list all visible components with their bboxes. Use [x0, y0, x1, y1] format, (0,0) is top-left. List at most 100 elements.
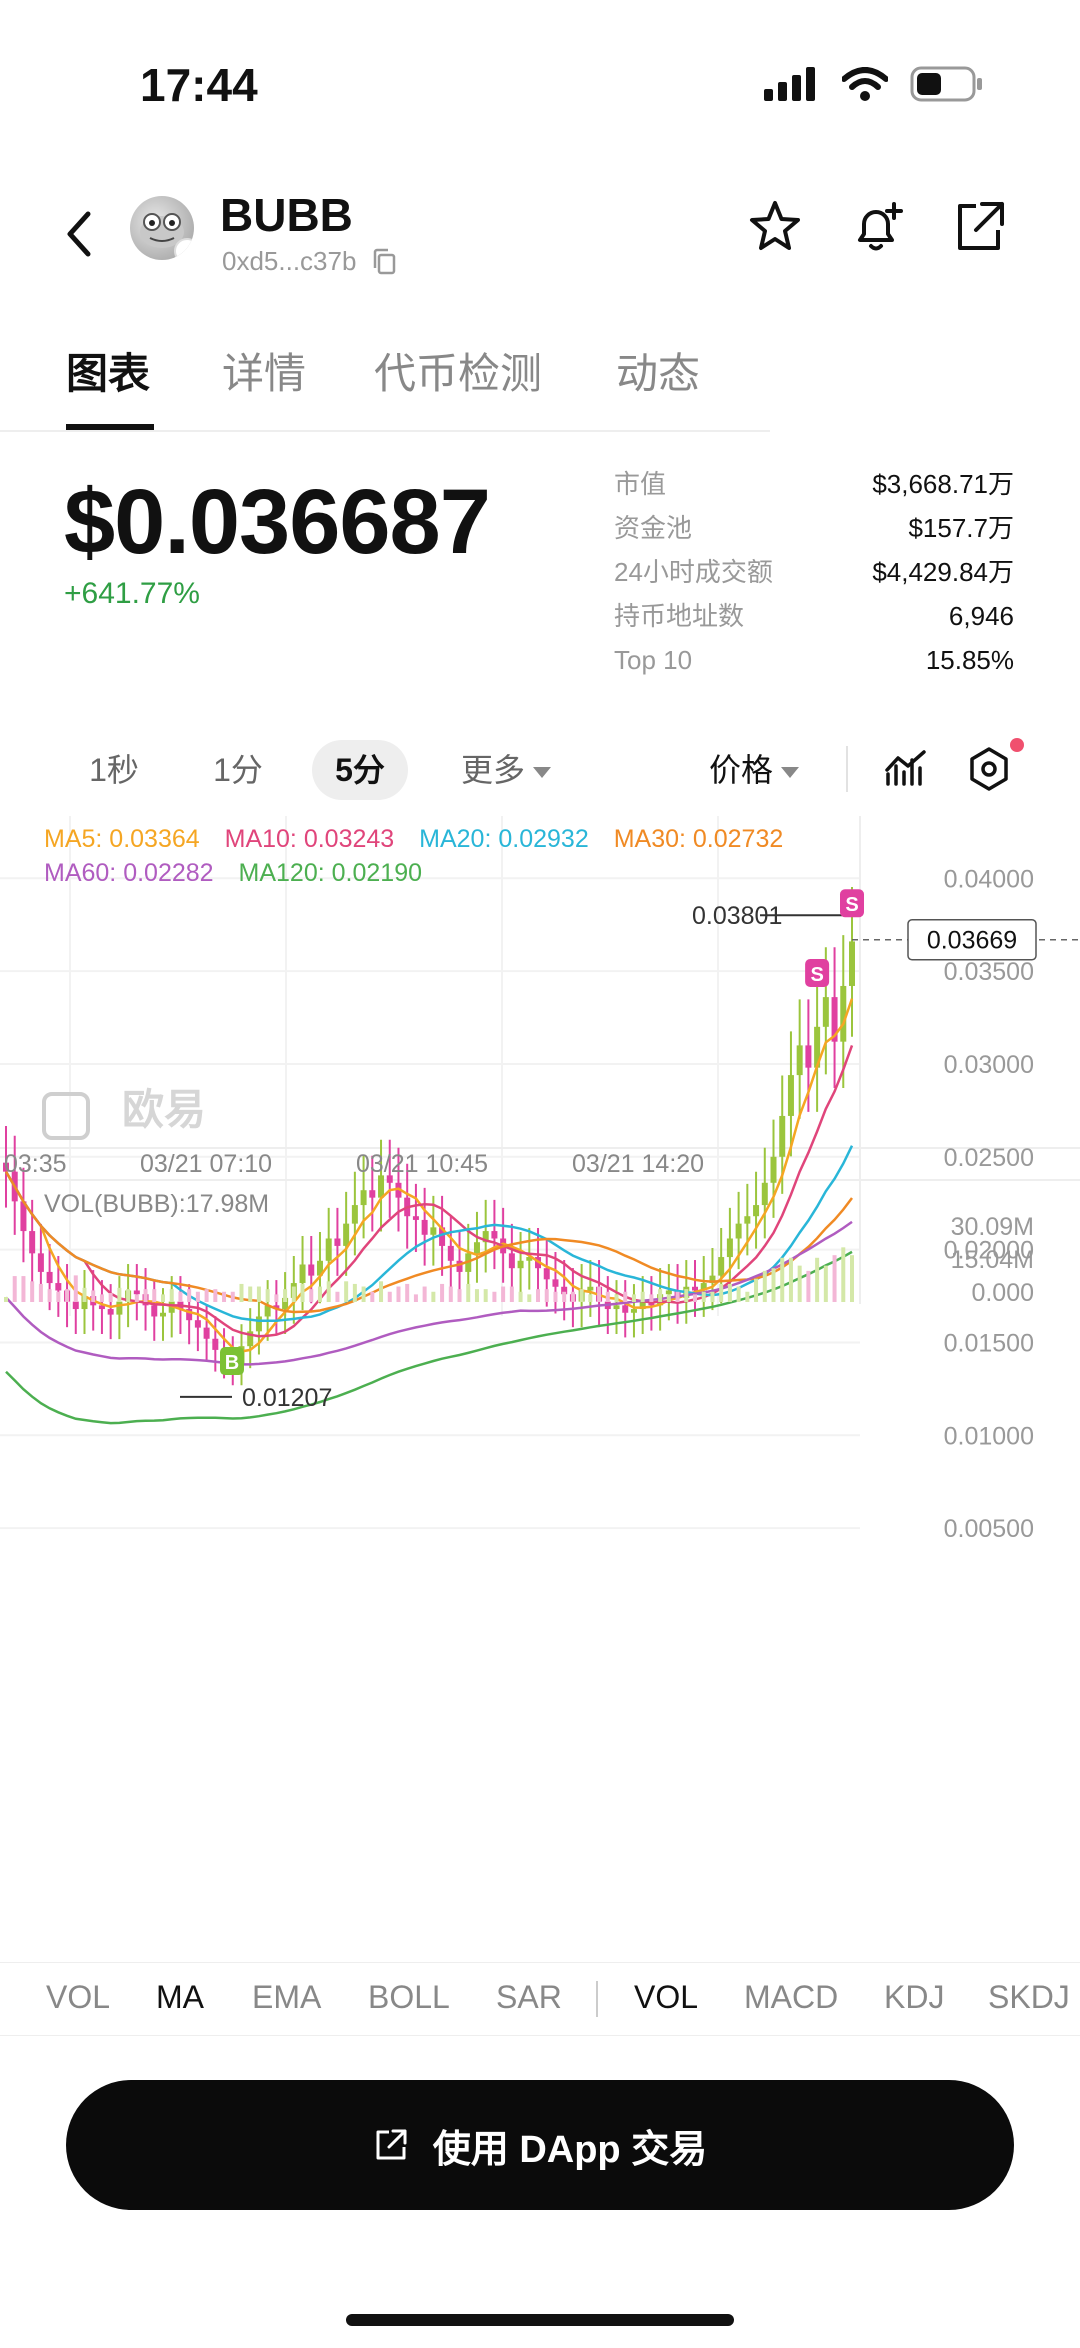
- tab-details[interactable]: 详情: [222, 350, 307, 397]
- stat-label: 市值: [614, 469, 667, 499]
- current-price-label: 0.03669: [927, 927, 1017, 955]
- volume-bar: [501, 1286, 506, 1302]
- volume-bar: [815, 1257, 820, 1302]
- candle-body: [779, 1115, 786, 1157]
- volume-bar: [605, 1291, 610, 1302]
- back-icon[interactable]: [56, 204, 104, 264]
- x-tick-label: 03/21 07:10: [140, 1150, 272, 1178]
- volume-bar: [483, 1289, 488, 1302]
- candlestick-chart-svg[interactable]: 欧易 0.04000 0.03500 0.03000 0.02500 0.02000 0.…: [0, 816, 1080, 1956]
- watermark-expand-icon: [42, 1092, 90, 1140]
- volume-bar: [588, 1294, 593, 1302]
- watermark-label: 欧易: [122, 1086, 206, 1133]
- candle-body: [709, 1275, 716, 1284]
- price-selector-label: 价格: [708, 752, 773, 788]
- copy-icon[interactable]: [372, 248, 398, 276]
- volume-bar: [727, 1283, 732, 1302]
- volume-bar: [832, 1255, 837, 1302]
- volume-bar: [422, 1286, 427, 1302]
- ma120-line: [5, 1250, 853, 1425]
- battery-icon: [910, 66, 982, 102]
- indicator-main-boll[interactable]: BOLL: [368, 1979, 450, 2015]
- volume-bar: [780, 1257, 785, 1302]
- price-chart[interactable]: 欧易 0.04000 0.03500 0.03000 0.02500 0.02000 0.…: [0, 816, 1080, 1956]
- stat-value: 15.85%: [925, 645, 1014, 675]
- volume-bar: [47, 1289, 52, 1302]
- indicator-sub-vol[interactable]: VOL: [634, 1979, 699, 2015]
- candle-body: [186, 1309, 193, 1321]
- volume-bar: [597, 1286, 602, 1302]
- candle-body: [194, 1320, 201, 1328]
- volume-bar: [73, 1275, 78, 1302]
- candle-body: [622, 1305, 629, 1313]
- price-selector[interactable]: 价格: [694, 740, 814, 800]
- ma20-legend: MA20: 0.02932: [419, 825, 589, 853]
- indicator-main-vol[interactable]: VOL: [46, 1979, 111, 2015]
- candle-body: [613, 1305, 620, 1310]
- tab-activity[interactable]: 动态: [616, 350, 701, 397]
- volume-bar: [536, 1289, 541, 1302]
- volume-bar: [666, 1294, 671, 1302]
- ma5-legend: MA5: 0.03364: [44, 825, 200, 853]
- interval-more[interactable]: 更多: [446, 740, 566, 800]
- interval-bar: 1秒 1分 5分 更多 价格: [0, 736, 1080, 806]
- indicator-main-ema[interactable]: EMA: [252, 1979, 322, 2015]
- settings-hexagon-icon[interactable]: [964, 744, 1014, 794]
- dapp-trade-button[interactable]: 使用 DApp 交易: [66, 2080, 1014, 2210]
- candle-body: [255, 1316, 262, 1332]
- high-price-label: 0.03801: [692, 902, 782, 930]
- interval-5m[interactable]: 5分: [312, 740, 408, 800]
- candle-body: [334, 1238, 341, 1246]
- volume-bar: [222, 1291, 227, 1302]
- candle-body: [439, 1227, 446, 1246]
- caret-down-icon: [533, 767, 551, 779]
- candle-body: [247, 1331, 254, 1347]
- volume-bar: [527, 1294, 532, 1302]
- volume-bar: [65, 1289, 70, 1302]
- volume-tick-label: 0.000: [971, 1279, 1034, 1307]
- indicator-main-sar[interactable]: SAR: [496, 1979, 562, 2015]
- interval-1m[interactable]: 1分: [213, 752, 263, 788]
- candle-body: [20, 1201, 27, 1232]
- y-tick-label: 0.03000: [944, 1051, 1034, 1079]
- volume-bar: [230, 1291, 235, 1302]
- status-icons: [764, 66, 984, 102]
- stat-value: $4,429.84万: [872, 557, 1014, 587]
- bell-plus-icon[interactable]: [848, 198, 906, 256]
- volume-bar: [178, 1291, 183, 1302]
- tab-token-check[interactable]: 代币检测: [374, 350, 543, 397]
- indicator-sub-skdj[interactable]: SKDJ: [988, 1979, 1070, 2015]
- volume-bar: [754, 1278, 759, 1302]
- indicator-main-ma[interactable]: MA: [156, 1979, 204, 2015]
- indicator-chart-icon[interactable]: [882, 744, 932, 794]
- volume-bar: [823, 1265, 828, 1302]
- candle-body: [55, 1283, 62, 1291]
- indicator-sub-macd[interactable]: MACD: [744, 1979, 839, 2015]
- tab-chart[interactable]: 图表: [66, 350, 151, 397]
- candle-body: [378, 1175, 385, 1198]
- candle-body: [587, 1286, 594, 1291]
- star-icon[interactable]: [746, 198, 804, 256]
- volume-bar: [440, 1283, 445, 1302]
- volume-bar: [614, 1294, 619, 1302]
- volume-bar: [370, 1291, 375, 1302]
- candle-body: [360, 1190, 367, 1206]
- stat-label: 24小时成交额: [614, 557, 773, 587]
- external-link-icon: [376, 2129, 407, 2160]
- volume-bar: [38, 1283, 43, 1302]
- x-tick-label: 03:35: [4, 1150, 67, 1178]
- volume-bar: [413, 1294, 418, 1302]
- token-header: BUBB 0xd5...c37b: [0, 180, 1080, 300]
- stat-row: 资金池 $157.7万: [614, 506, 1014, 550]
- volume-tick-label: 15.04M: [951, 1246, 1034, 1274]
- main-tabs: 图表 详情 代币检测 动态: [0, 340, 770, 432]
- share-icon[interactable]: [950, 198, 1008, 256]
- candle-body: [116, 1301, 123, 1315]
- interval-1s[interactable]: 1秒: [89, 752, 139, 788]
- indicator-sub-kdj[interactable]: KDJ: [884, 1979, 945, 2015]
- divider: [846, 746, 848, 792]
- volume-bar: [195, 1291, 200, 1302]
- current-price-box: [907, 918, 1037, 961]
- volume-bar: [562, 1291, 567, 1302]
- interval-more-label: 更多: [460, 752, 525, 788]
